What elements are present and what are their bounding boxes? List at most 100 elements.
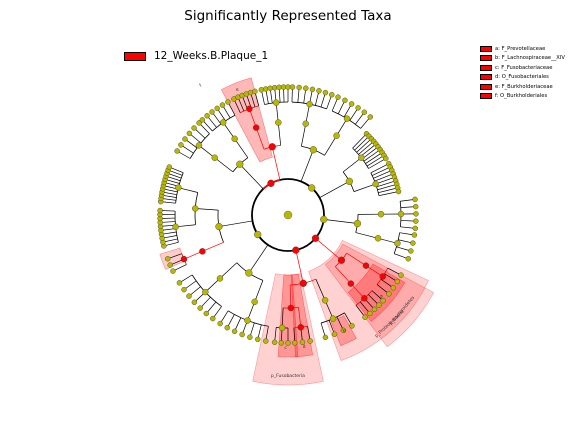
taxon-node	[362, 314, 368, 320]
branch-edge	[300, 149, 314, 182]
branch-edge	[356, 138, 372, 153]
branch-edge	[205, 278, 221, 293]
taxon-node	[217, 320, 223, 327]
taxon-node	[307, 338, 313, 344]
taxon-node	[252, 88, 258, 95]
branch-edge	[214, 157, 234, 173]
branch-edge	[254, 280, 264, 302]
taxon-node	[224, 324, 230, 331]
taxon-node	[236, 160, 244, 168]
taxon-node	[165, 256, 171, 262]
taxon-node	[372, 180, 379, 188]
branch-edge	[378, 191, 399, 197]
taxon-node	[411, 232, 418, 238]
clade-label: a	[379, 294, 385, 300]
taxon-node	[321, 297, 329, 304]
highlighted-node	[287, 304, 295, 312]
branch-edge	[255, 127, 265, 150]
taxon-node	[413, 218, 419, 224]
taxon-node	[209, 109, 215, 115]
branch-edge	[358, 141, 374, 155]
branch-edge	[336, 118, 348, 136]
taxon-node	[263, 86, 269, 92]
highlighted-node	[180, 255, 188, 263]
taxon-node	[197, 305, 203, 311]
branch-edge	[239, 163, 264, 190]
branch-edge	[315, 279, 326, 301]
taxon-node	[255, 336, 261, 343]
taxa-legend: a: F_Prevotellaceae b: F_Lachnospiraceae_…	[480, 44, 565, 101]
branch-edge	[305, 104, 310, 124]
branch-edge	[319, 181, 350, 198]
taxon-node	[309, 86, 316, 93]
taxon-node	[214, 105, 220, 112]
taxon-node	[345, 177, 353, 185]
clade-label: p_Fusobacteria	[271, 373, 305, 379]
taxon-node	[343, 115, 351, 122]
branch-edge	[248, 244, 269, 274]
taxa-legend-item: f: O_Burkholderiales	[480, 92, 565, 102]
taxon-node	[210, 315, 216, 322]
taxon-node	[191, 299, 198, 305]
highlighted-node	[267, 179, 275, 187]
taxon-node	[178, 142, 184, 148]
highlighted-node	[362, 262, 370, 269]
taxon-node	[410, 240, 416, 246]
taxa-legend-swatch	[480, 83, 492, 90]
branch-edge	[218, 220, 253, 227]
clade-sector	[324, 243, 435, 348]
branch-edge	[247, 301, 255, 321]
taxa-legend-swatch	[480, 64, 492, 71]
branch-edge	[346, 252, 367, 266]
branch-edge	[366, 155, 385, 167]
taxon-node	[329, 315, 337, 322]
highlighted-node	[379, 273, 386, 280]
highlighted-node	[347, 280, 355, 287]
taxon-node	[322, 334, 329, 341]
taxon-node	[308, 184, 316, 192]
taxon-node	[172, 223, 179, 231]
taxon-node	[203, 310, 209, 317]
branch-edge	[175, 224, 196, 228]
branch-edge	[195, 208, 219, 211]
taxon-node	[215, 222, 223, 231]
branch-edge	[271, 146, 281, 181]
branch-edge	[202, 242, 224, 252]
taxon-node	[306, 100, 313, 108]
taxon-node	[175, 184, 182, 191]
taxon-node	[254, 230, 262, 239]
taxon-node	[258, 87, 265, 93]
taxon-node	[219, 119, 227, 126]
branch-edge	[374, 173, 394, 182]
branch-edge	[350, 283, 365, 299]
taxon-node	[316, 88, 322, 94]
taxon-node	[299, 339, 306, 345]
taxon-node	[340, 327, 347, 334]
branch-edge	[315, 237, 342, 261]
taxon-node	[397, 210, 405, 218]
branch-edge	[178, 187, 198, 193]
taxon-node	[371, 306, 378, 313]
branch-edge	[377, 237, 398, 244]
taxa-legend-label: c: F_Fusobacteriaceae	[495, 64, 553, 71]
cladogram-nodes	[157, 84, 419, 346]
taxon-node	[272, 99, 280, 106]
taxon-node	[174, 148, 180, 154]
taxon-node	[285, 340, 291, 346]
taxon-node	[170, 268, 176, 274]
taxon-node	[367, 310, 373, 317]
taxon-node	[394, 278, 401, 285]
taxon-node	[320, 215, 328, 223]
taxon-node	[280, 84, 287, 90]
branch-edge	[342, 157, 362, 173]
taxon-node	[413, 203, 419, 210]
clade-label: c	[284, 346, 287, 351]
highlighted-node	[311, 234, 320, 242]
taxon-node	[377, 210, 385, 218]
taxon-node	[186, 130, 193, 137]
taxa-legend-label: d: O_Fusobacteriales	[495, 74, 549, 81]
taxa-legend-item: a: F_Prevotellaceae	[480, 44, 565, 54]
clade-sector	[347, 263, 406, 322]
branch-edge	[281, 307, 284, 328]
taxon-node	[181, 286, 187, 293]
